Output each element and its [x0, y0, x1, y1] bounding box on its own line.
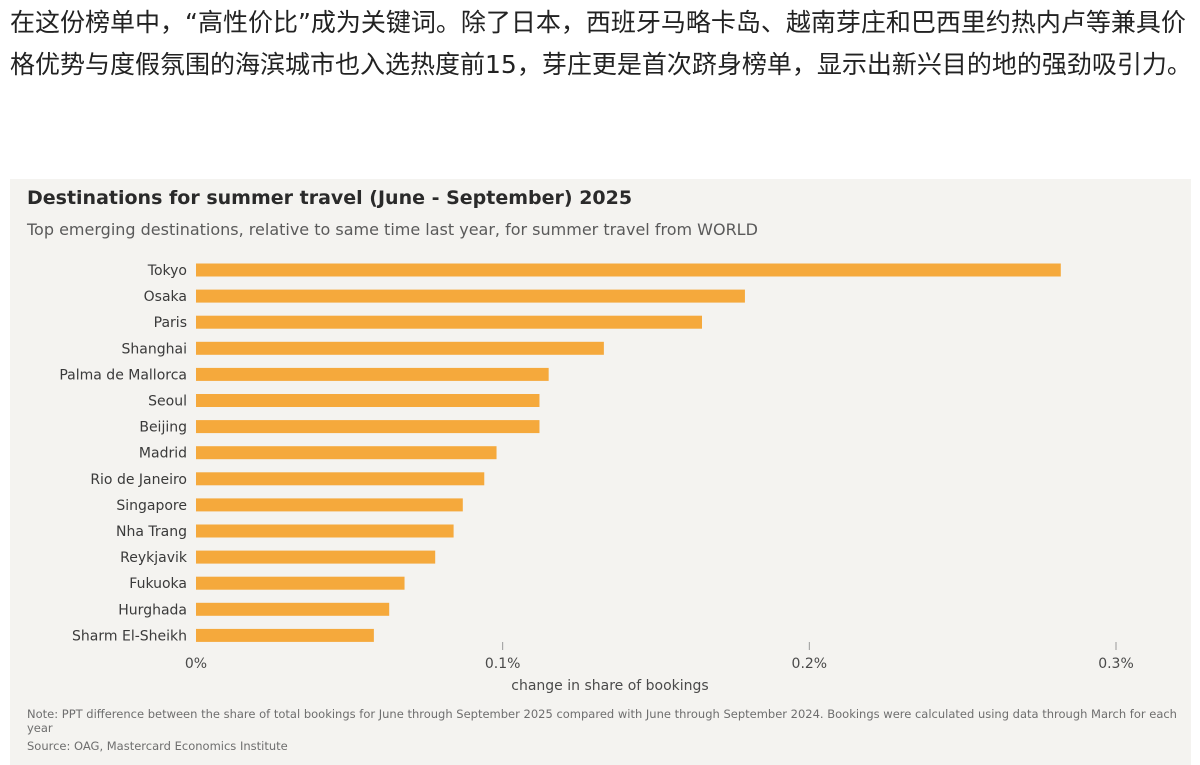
bar-sharm-el-sheikh	[196, 628, 374, 642]
x-tick-label: 0.1%	[485, 656, 521, 672]
category-label: Beijing	[139, 420, 187, 436]
bar-beijing	[196, 420, 540, 434]
bar-seoul	[196, 394, 540, 407]
chart-card: Destinations for summer travel (June - S…	[10, 179, 1191, 765]
category-label: Nha Trang	[116, 524, 187, 540]
category-label: Shanghai	[122, 341, 187, 357]
chart-note: Note: PPT difference between the share o…	[27, 707, 1177, 735]
x-axis-label: change in share of bookings	[511, 678, 708, 694]
bar-nha-trang	[196, 524, 454, 538]
category-label: Rio de Janeiro	[90, 472, 187, 488]
category-label: Palma de Mallorca	[59, 367, 187, 383]
chart-title: Destinations for summer travel (June - S…	[27, 187, 633, 209]
article-paragraph: 在这份榜单中，“高性价比”成为关键词。除了日本，西班牙马略卡岛、越南芽庄和巴西里…	[10, 8, 1192, 79]
x-tick-label: 0.2%	[792, 656, 828, 672]
bar-chart: Tokyo Osaka Paris Shanghai Palma de Mallorca…	[59, 263, 1134, 694]
category-label: Osaka	[144, 289, 187, 305]
bar-shanghai	[196, 341, 604, 355]
bar-singapore	[196, 498, 463, 512]
category-label: Sharm El-Sheikh	[72, 628, 187, 644]
bar-reykjavik	[196, 550, 436, 564]
category-label: Madrid	[139, 446, 187, 462]
category-label: Fukuoka	[129, 576, 187, 592]
bar-tokyo	[196, 263, 1061, 277]
category-label: Reykjavik	[120, 550, 188, 566]
chart-source: Source: OAG, Mastercard Economics Instit…	[27, 739, 288, 753]
chart-subtitle: Top emerging destinations, relative to s…	[27, 220, 758, 239]
bar-palma-de-mallorca	[196, 367, 549, 381]
category-label: Seoul	[148, 394, 187, 410]
category-label: Hurghada	[118, 602, 187, 618]
bar-rio-de-janeiro	[196, 472, 485, 486]
category-label: Paris	[154, 315, 187, 331]
bar-madrid	[196, 446, 497, 460]
category-label: Tokyo	[147, 263, 187, 279]
bar-hurghada	[196, 602, 390, 616]
x-tick-label: 0.3%	[1098, 656, 1134, 672]
bar-fukuoka	[196, 576, 405, 590]
bar-paris	[196, 315, 702, 329]
bar-osaka	[196, 289, 745, 303]
x-tick-label: 0%	[185, 656, 207, 672]
category-label: Singapore	[116, 498, 187, 514]
